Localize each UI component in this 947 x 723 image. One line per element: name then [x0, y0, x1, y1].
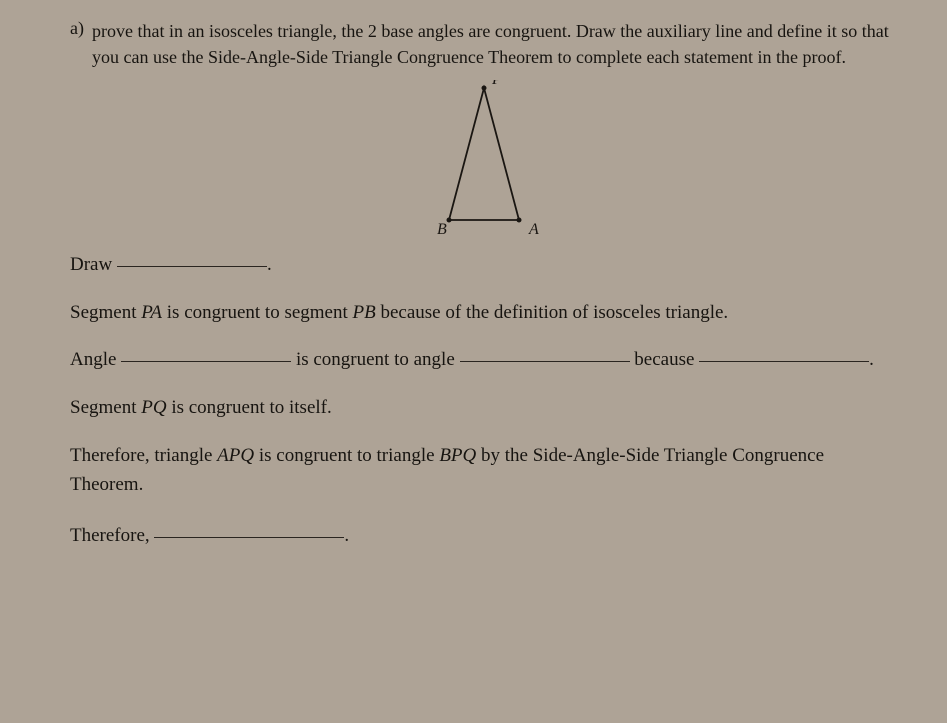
- segment-pa: PA: [141, 302, 162, 323]
- proof-line-angle: Angle is congruent to angle because .: [70, 337, 897, 383]
- question-prompt: prove that in an isosceles triangle, the…: [92, 18, 897, 70]
- text-congruent-angle: is congruent to angle: [291, 349, 459, 370]
- proof-line-segment-pq: Segment PQ is congruent to itself.: [70, 385, 897, 431]
- text-isosceles: because of the definition of isosceles t…: [376, 302, 728, 323]
- svg-text:A: A: [528, 221, 539, 238]
- blank-therefore[interactable]: [154, 518, 344, 539]
- text-itself: is congruent to itself.: [167, 397, 332, 418]
- blank-angle-1[interactable]: [121, 341, 291, 362]
- text-therefore-final: Therefore,: [70, 525, 154, 546]
- proof-line-therefore-triangle: Therefore, triangle APQ is congruent to …: [70, 441, 897, 500]
- text-period1: .: [267, 254, 272, 275]
- text-congruent-tri: is congruent to triangle: [254, 445, 439, 466]
- text-period3: .: [869, 349, 874, 370]
- blank-because[interactable]: [699, 341, 869, 362]
- text-period6: .: [344, 525, 349, 546]
- proof-line-therefore-final: Therefore, .: [70, 513, 897, 559]
- proof-line-segment-pa: Segment PA is congruent to segment PB be…: [70, 290, 897, 336]
- triangle-bpq: BPQ: [439, 445, 476, 466]
- text-segment: Segment: [70, 302, 141, 323]
- svg-text:P: P: [491, 80, 502, 88]
- svg-text:B: B: [437, 221, 447, 238]
- text-because: because: [630, 349, 700, 370]
- triangle-figure: P B A: [70, 80, 897, 240]
- text-therefore-tri: Therefore, triangle: [70, 445, 217, 466]
- text-congruent-to: is congruent to segment: [162, 302, 353, 323]
- proof-line-draw: Draw .: [70, 242, 897, 288]
- text-segment-pq: Segment: [70, 397, 141, 418]
- blank-draw[interactable]: [117, 246, 267, 267]
- triangle-svg: P B A: [414, 80, 554, 240]
- segment-pq: PQ: [141, 397, 166, 418]
- proof-section: Draw . Segment PA is congruent to segmen…: [70, 242, 897, 559]
- text-angle: Angle: [70, 349, 121, 370]
- question-letter: a): [70, 18, 84, 70]
- question-header: a) prove that in an isosceles triangle, …: [70, 18, 897, 70]
- segment-pb: PB: [353, 302, 376, 323]
- triangle-apq: APQ: [217, 445, 254, 466]
- blank-angle-2[interactable]: [460, 341, 630, 362]
- text-draw: Draw: [70, 254, 117, 275]
